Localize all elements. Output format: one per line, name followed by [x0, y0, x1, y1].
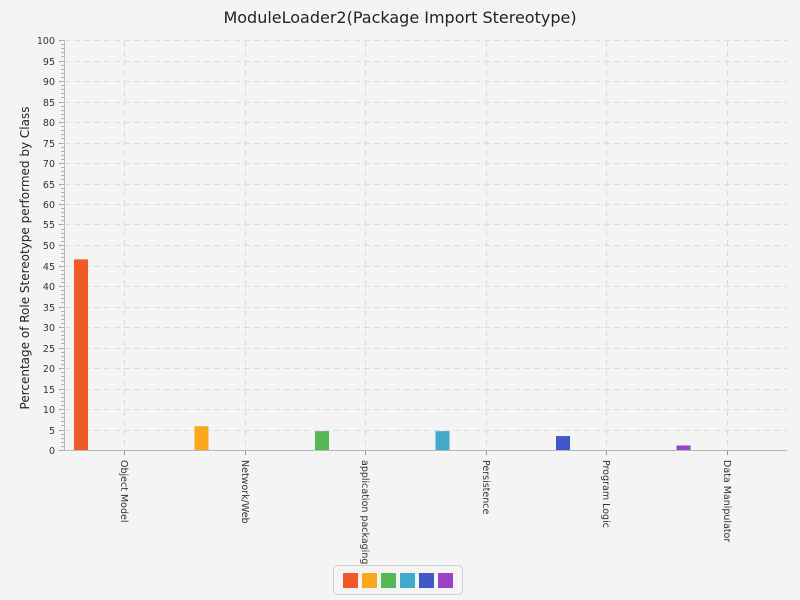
legend-swatch — [400, 572, 415, 588]
y-tick-label: 50 — [43, 241, 55, 252]
bar-object-model — [74, 259, 88, 450]
y-tick-label: 85 — [43, 98, 55, 109]
bar-application-packaging — [315, 431, 329, 450]
y-tick-label: 95 — [43, 57, 55, 68]
bars — [74, 259, 691, 450]
x-tick-label: Persistence — [480, 460, 491, 514]
y-tick-label: 45 — [43, 262, 55, 273]
y-tick-label: 80 — [43, 118, 55, 129]
x-tick-label: Program Logic — [600, 460, 611, 528]
legend-swatch — [438, 572, 453, 588]
bar-program-logic — [556, 436, 570, 450]
legend-swatch — [419, 572, 434, 588]
y-tick-label: 35 — [43, 303, 55, 314]
y-axis-ticks: 0 5 10 15 20 25 30 35 40 45 50 55 60 65 70 75 80 85 90 95 10… — [37, 36, 64, 457]
x-tick-label: Data Manipulator — [721, 460, 732, 542]
y-tick-label: 65 — [43, 180, 55, 191]
x-tick-label: Object Model — [118, 460, 129, 522]
y-tick-label: 15 — [43, 385, 55, 396]
chart-title: ModuleLoader2(Package Import Stereotype) — [223, 8, 576, 27]
x-tick-label: application packaging — [359, 460, 370, 564]
y-tick-label: 70 — [43, 159, 55, 170]
y-tick-label: 100 — [37, 36, 55, 47]
y-tick-label: 90 — [43, 77, 55, 88]
bar-data-manipulator — [676, 445, 691, 450]
bar-persistence — [435, 431, 450, 450]
y-tick-label: 10 — [43, 405, 55, 416]
x-tick-label: Network/Web — [239, 460, 250, 524]
legend — [333, 565, 463, 595]
y-tick-label: 30 — [43, 323, 55, 334]
y-tick-label: 40 — [43, 282, 55, 293]
y-tick-label: 60 — [43, 200, 55, 211]
y-tick-label: 5 — [49, 426, 55, 437]
grid-lines — [64, 40, 787, 450]
y-tick-label: 25 — [43, 344, 55, 355]
y-axis-label: Percentage of Role Stereotype performed … — [18, 107, 32, 410]
y-tick-label: 20 — [43, 364, 55, 375]
bar-network-web — [194, 426, 209, 450]
legend-swatch — [362, 572, 377, 588]
legend-swatch — [381, 572, 396, 588]
legend-swatch — [343, 572, 358, 588]
y-tick-label: 55 — [43, 220, 55, 231]
x-axis-ticks: Object Model Network/Web application packa… — [118, 450, 732, 564]
y-tick-label: 75 — [43, 139, 55, 150]
y-tick-label: 0 — [49, 446, 55, 457]
